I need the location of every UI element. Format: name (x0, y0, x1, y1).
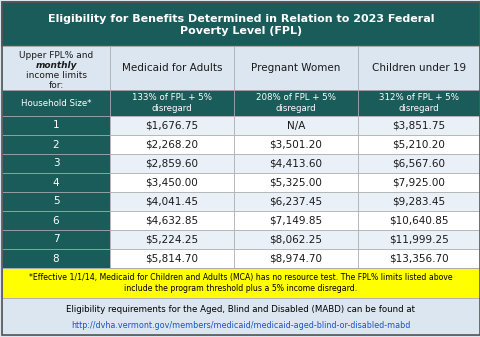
FancyBboxPatch shape (234, 46, 358, 90)
Text: Children under 19: Children under 19 (372, 63, 466, 73)
Text: Poverty Level (FPL): Poverty Level (FPL) (180, 26, 302, 36)
Text: Medicaid for Adults: Medicaid for Adults (122, 63, 222, 73)
FancyBboxPatch shape (2, 211, 110, 230)
Text: Eligibility for Benefits Determined in Relation to 2023 Federal: Eligibility for Benefits Determined in R… (48, 14, 434, 24)
FancyBboxPatch shape (110, 173, 234, 192)
FancyBboxPatch shape (358, 116, 480, 135)
FancyBboxPatch shape (110, 230, 234, 249)
FancyBboxPatch shape (110, 192, 234, 211)
FancyBboxPatch shape (2, 268, 480, 298)
FancyBboxPatch shape (2, 298, 480, 335)
Text: $2,268.20: $2,268.20 (145, 140, 199, 150)
Text: 5: 5 (53, 196, 60, 207)
FancyBboxPatch shape (358, 90, 480, 116)
Text: 133% of FPL + 5%
disregard: 133% of FPL + 5% disregard (132, 93, 212, 113)
Text: $4,632.85: $4,632.85 (145, 215, 199, 225)
Text: $7,149.85: $7,149.85 (269, 215, 323, 225)
Text: 2: 2 (53, 140, 60, 150)
Text: $3,851.75: $3,851.75 (393, 121, 445, 130)
FancyBboxPatch shape (234, 173, 358, 192)
Text: Pregnant Women: Pregnant Women (252, 63, 341, 73)
Text: Household Size*: Household Size* (21, 98, 91, 108)
FancyBboxPatch shape (2, 173, 110, 192)
FancyBboxPatch shape (2, 135, 110, 154)
FancyBboxPatch shape (234, 211, 358, 230)
Text: $5,325.00: $5,325.00 (270, 178, 323, 187)
Text: 1: 1 (53, 121, 60, 130)
FancyBboxPatch shape (234, 116, 358, 135)
FancyBboxPatch shape (110, 154, 234, 173)
Text: 208% of FPL + 5%
disregard: 208% of FPL + 5% disregard (256, 93, 336, 113)
Text: 6: 6 (53, 215, 60, 225)
Text: monthly: monthly (35, 61, 77, 70)
Text: $6,567.60: $6,567.60 (393, 158, 445, 168)
FancyBboxPatch shape (2, 46, 110, 90)
Text: $5,210.20: $5,210.20 (393, 140, 445, 150)
Text: $6,237.45: $6,237.45 (269, 196, 323, 207)
Text: $11,999.25: $11,999.25 (389, 235, 449, 245)
FancyBboxPatch shape (234, 192, 358, 211)
FancyBboxPatch shape (358, 230, 480, 249)
Text: $1,676.75: $1,676.75 (145, 121, 199, 130)
Text: Eligibility requirements for the Aged, Blind and Disabled (MABD) can be found at: Eligibility requirements for the Aged, B… (67, 305, 416, 314)
Text: 312% of FPL + 5%
disregard: 312% of FPL + 5% disregard (379, 93, 459, 113)
Text: $8,974.70: $8,974.70 (269, 253, 323, 264)
Text: income limits: income limits (25, 71, 86, 81)
FancyBboxPatch shape (110, 90, 234, 116)
FancyBboxPatch shape (2, 249, 110, 268)
FancyBboxPatch shape (358, 173, 480, 192)
Text: Upper FPL% and: Upper FPL% and (19, 52, 93, 61)
Text: $3,501.20: $3,501.20 (270, 140, 323, 150)
FancyBboxPatch shape (358, 192, 480, 211)
FancyBboxPatch shape (234, 154, 358, 173)
FancyBboxPatch shape (234, 135, 358, 154)
FancyBboxPatch shape (358, 46, 480, 90)
FancyBboxPatch shape (110, 46, 234, 90)
FancyBboxPatch shape (2, 230, 110, 249)
FancyBboxPatch shape (234, 249, 358, 268)
FancyBboxPatch shape (234, 90, 358, 116)
FancyBboxPatch shape (358, 249, 480, 268)
Text: $5,814.70: $5,814.70 (145, 253, 199, 264)
Text: for:: for: (48, 81, 64, 90)
FancyBboxPatch shape (110, 211, 234, 230)
FancyBboxPatch shape (110, 135, 234, 154)
FancyBboxPatch shape (234, 230, 358, 249)
Text: 7: 7 (53, 235, 60, 245)
FancyBboxPatch shape (2, 2, 480, 46)
FancyBboxPatch shape (2, 116, 110, 135)
Text: *Effective 1/1/14, Medicaid for Children and Adults (MCA) has no resource test. : *Effective 1/1/14, Medicaid for Children… (29, 273, 453, 293)
FancyBboxPatch shape (2, 154, 110, 173)
Text: 4: 4 (53, 178, 60, 187)
Text: $13,356.70: $13,356.70 (389, 253, 449, 264)
FancyBboxPatch shape (358, 211, 480, 230)
Text: $7,925.00: $7,925.00 (393, 178, 445, 187)
Text: $5,224.25: $5,224.25 (145, 235, 199, 245)
FancyBboxPatch shape (2, 192, 110, 211)
FancyBboxPatch shape (2, 90, 110, 116)
Text: $2,859.60: $2,859.60 (145, 158, 199, 168)
Text: $4,041.45: $4,041.45 (145, 196, 199, 207)
FancyBboxPatch shape (358, 154, 480, 173)
Text: N/A: N/A (287, 121, 305, 130)
FancyBboxPatch shape (110, 116, 234, 135)
Text: $4,413.60: $4,413.60 (269, 158, 323, 168)
Text: $10,640.85: $10,640.85 (389, 215, 449, 225)
FancyBboxPatch shape (358, 135, 480, 154)
Text: http://dvha.vermont.gov/members/medicaid/medicaid-aged-blind-or-disabled-mabd: http://dvha.vermont.gov/members/medicaid… (72, 321, 411, 330)
Text: $3,450.00: $3,450.00 (145, 178, 198, 187)
Text: 8: 8 (53, 253, 60, 264)
FancyBboxPatch shape (110, 249, 234, 268)
Text: 3: 3 (53, 158, 60, 168)
Text: $9,283.45: $9,283.45 (393, 196, 445, 207)
Text: $8,062.25: $8,062.25 (269, 235, 323, 245)
